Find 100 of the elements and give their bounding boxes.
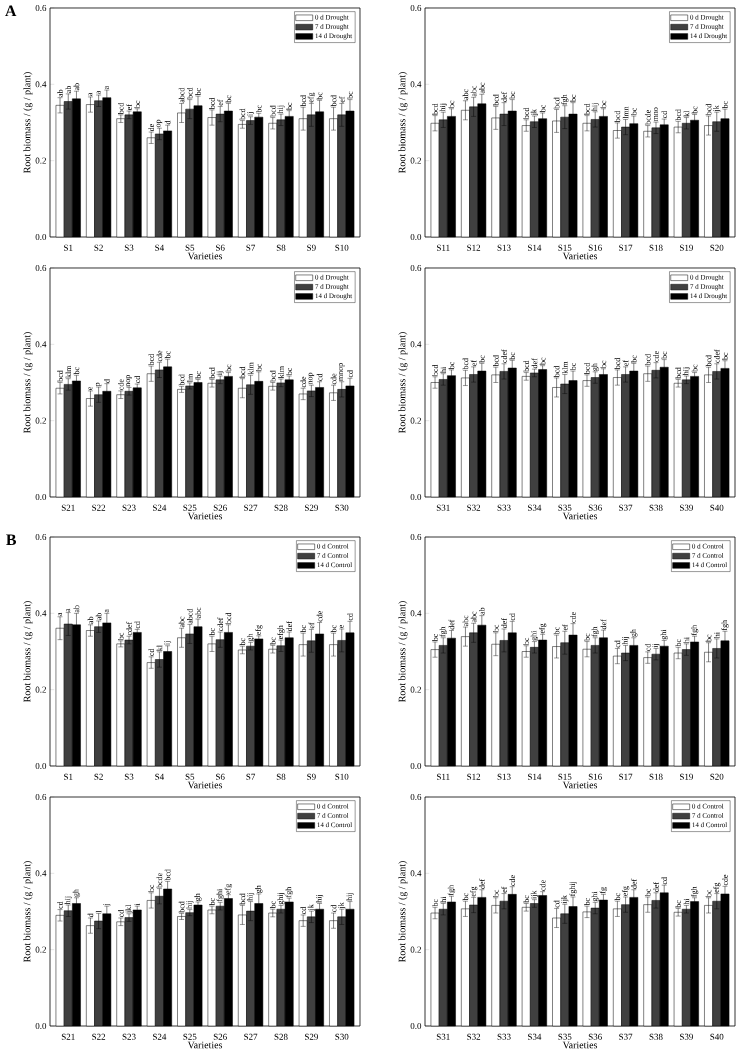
x-tick-label: S33 [497,1033,511,1040]
y-tick-label: 0.2 [35,946,46,953]
x-tick-label: S2 [94,244,103,251]
x-tick-label: S20 [710,773,724,780]
y-tick-label: 0.4 [410,81,422,88]
y-tick-label: 0.4 [35,341,47,348]
x-tick-label: S19 [679,773,693,780]
y-tick-label: 0.6 [410,793,422,801]
y-tick-label: 0.4 [410,610,422,617]
y-axis-title: Root biomass / (g / plant) [23,601,33,702]
x-tick-label: S7 [246,773,256,780]
x-tick-label: S25 [183,504,197,511]
x-tick-label: S29 [304,504,318,511]
y-tick-label: 0.4 [35,870,47,877]
x-tick-label: S13 [497,244,511,251]
x-tick-label: S21 [61,1033,75,1040]
y-tick-label: 0.0 [410,1022,422,1030]
x-tick-label: S32 [467,1033,481,1040]
x-tick-label: S17 [619,244,633,251]
x-axis-title: Varieties [562,781,598,789]
x-tick-label: S26 [213,1033,227,1040]
x-tick-label: S3 [124,773,134,780]
x-tick-label: S34 [528,504,542,511]
x-axis-title: Varieties [562,1041,598,1049]
x-tick-label: S36 [588,504,602,511]
x-tick-label: S39 [679,1033,693,1040]
x-axis-title: Varieties [187,1041,223,1049]
y-axis-title: Root biomass / (g / plant) [398,72,408,173]
chart-title: B [6,534,17,546]
x-tick-label: S39 [679,504,693,511]
y-tick-label: 0.0 [35,233,47,241]
x-tick-label: S8 [276,244,286,251]
x-tick-label: S21 [61,504,75,511]
x-tick-label: S22 [92,1033,106,1040]
y-tick-label: 0.2 [410,686,421,693]
y-tick-label: 0.2 [35,157,46,164]
x-tick-label: S30 [335,1033,349,1040]
y-tick-label: 0.6 [35,264,47,272]
x-tick-label: S31 [436,504,450,511]
y-tick-label: 0.2 [410,946,421,953]
x-axis-title: Varieties [187,512,223,520]
x-tick-label: S34 [528,1033,542,1040]
x-tick-label: S40 [710,504,724,511]
y-tick-label: 0.6 [35,793,47,801]
x-tick-label: S6 [216,244,225,251]
x-tick-label: S31 [436,1033,450,1040]
y-tick-label: 0.6 [410,533,422,541]
x-tick-label: S6 [216,773,225,780]
x-tick-label: S12 [467,244,481,251]
x-tick-label: S13 [497,773,511,780]
x-tick-label: S36 [588,1033,602,1040]
x-tick-label: S1 [64,244,73,251]
x-tick-label: S12 [467,773,481,780]
x-tick-label: S14 [528,244,542,251]
x-axis-title: Varieties [187,252,223,260]
x-tick-label: S26 [213,504,227,511]
x-tick-label: S23 [122,504,136,511]
y-tick-label: 0.2 [410,157,421,164]
x-tick-label: S23 [122,1033,136,1040]
y-tick-label: 0.4 [35,610,47,617]
y-axis-title: Root biomass / (g / plant) [398,861,408,962]
x-tick-label: S16 [588,244,602,251]
y-tick-label: 0.6 [35,4,47,12]
x-tick-label: S28 [274,1033,288,1040]
x-tick-label: S17 [619,773,633,780]
x-tick-label: S11 [437,244,450,251]
x-tick-label: S5 [185,773,195,780]
x-tick-label: S22 [92,504,106,511]
x-axis-title: Varieties [562,512,598,520]
x-tick-label: S9 [307,773,316,780]
y-axis-title: Root biomass / (g / plant) [398,332,408,433]
x-tick-label: S37 [619,504,633,511]
y-tick-label: 0.0 [410,493,422,501]
x-tick-label: S29 [304,1033,318,1040]
x-tick-label: S33 [497,504,511,511]
x-tick-label: S27 [244,1033,258,1040]
x-tick-label: S18 [649,244,663,251]
x-tick-label: S11 [437,773,450,780]
x-tick-label: S27 [244,504,258,511]
y-tick-label: 0.6 [410,4,422,12]
x-tick-label: S2 [94,773,103,780]
y-tick-label: 0.0 [35,1022,47,1030]
x-tick-label: S9 [307,244,316,251]
y-axis-title: Root biomass / (g / plant) [23,861,33,962]
x-axis-title: Varieties [562,252,598,260]
x-tick-label: S16 [588,773,602,780]
chart-title: A [5,5,17,17]
x-tick-label: S3 [124,244,134,251]
x-tick-label: S4 [155,244,164,251]
y-tick-label: 0.6 [410,264,422,272]
x-tick-label: S1 [64,773,73,780]
y-tick-label: 0.4 [35,81,47,88]
y-tick-label: 0.2 [35,417,46,424]
x-tick-label: S24 [153,1033,167,1040]
y-tick-label: 0.2 [410,417,421,424]
y-tick-label: 0.2 [35,686,46,693]
y-tick-label: 0.0 [410,762,422,770]
x-tick-label: S15 [558,773,572,780]
y-tick-label: 0.0 [35,762,47,770]
x-tick-label: S40 [710,1033,724,1040]
